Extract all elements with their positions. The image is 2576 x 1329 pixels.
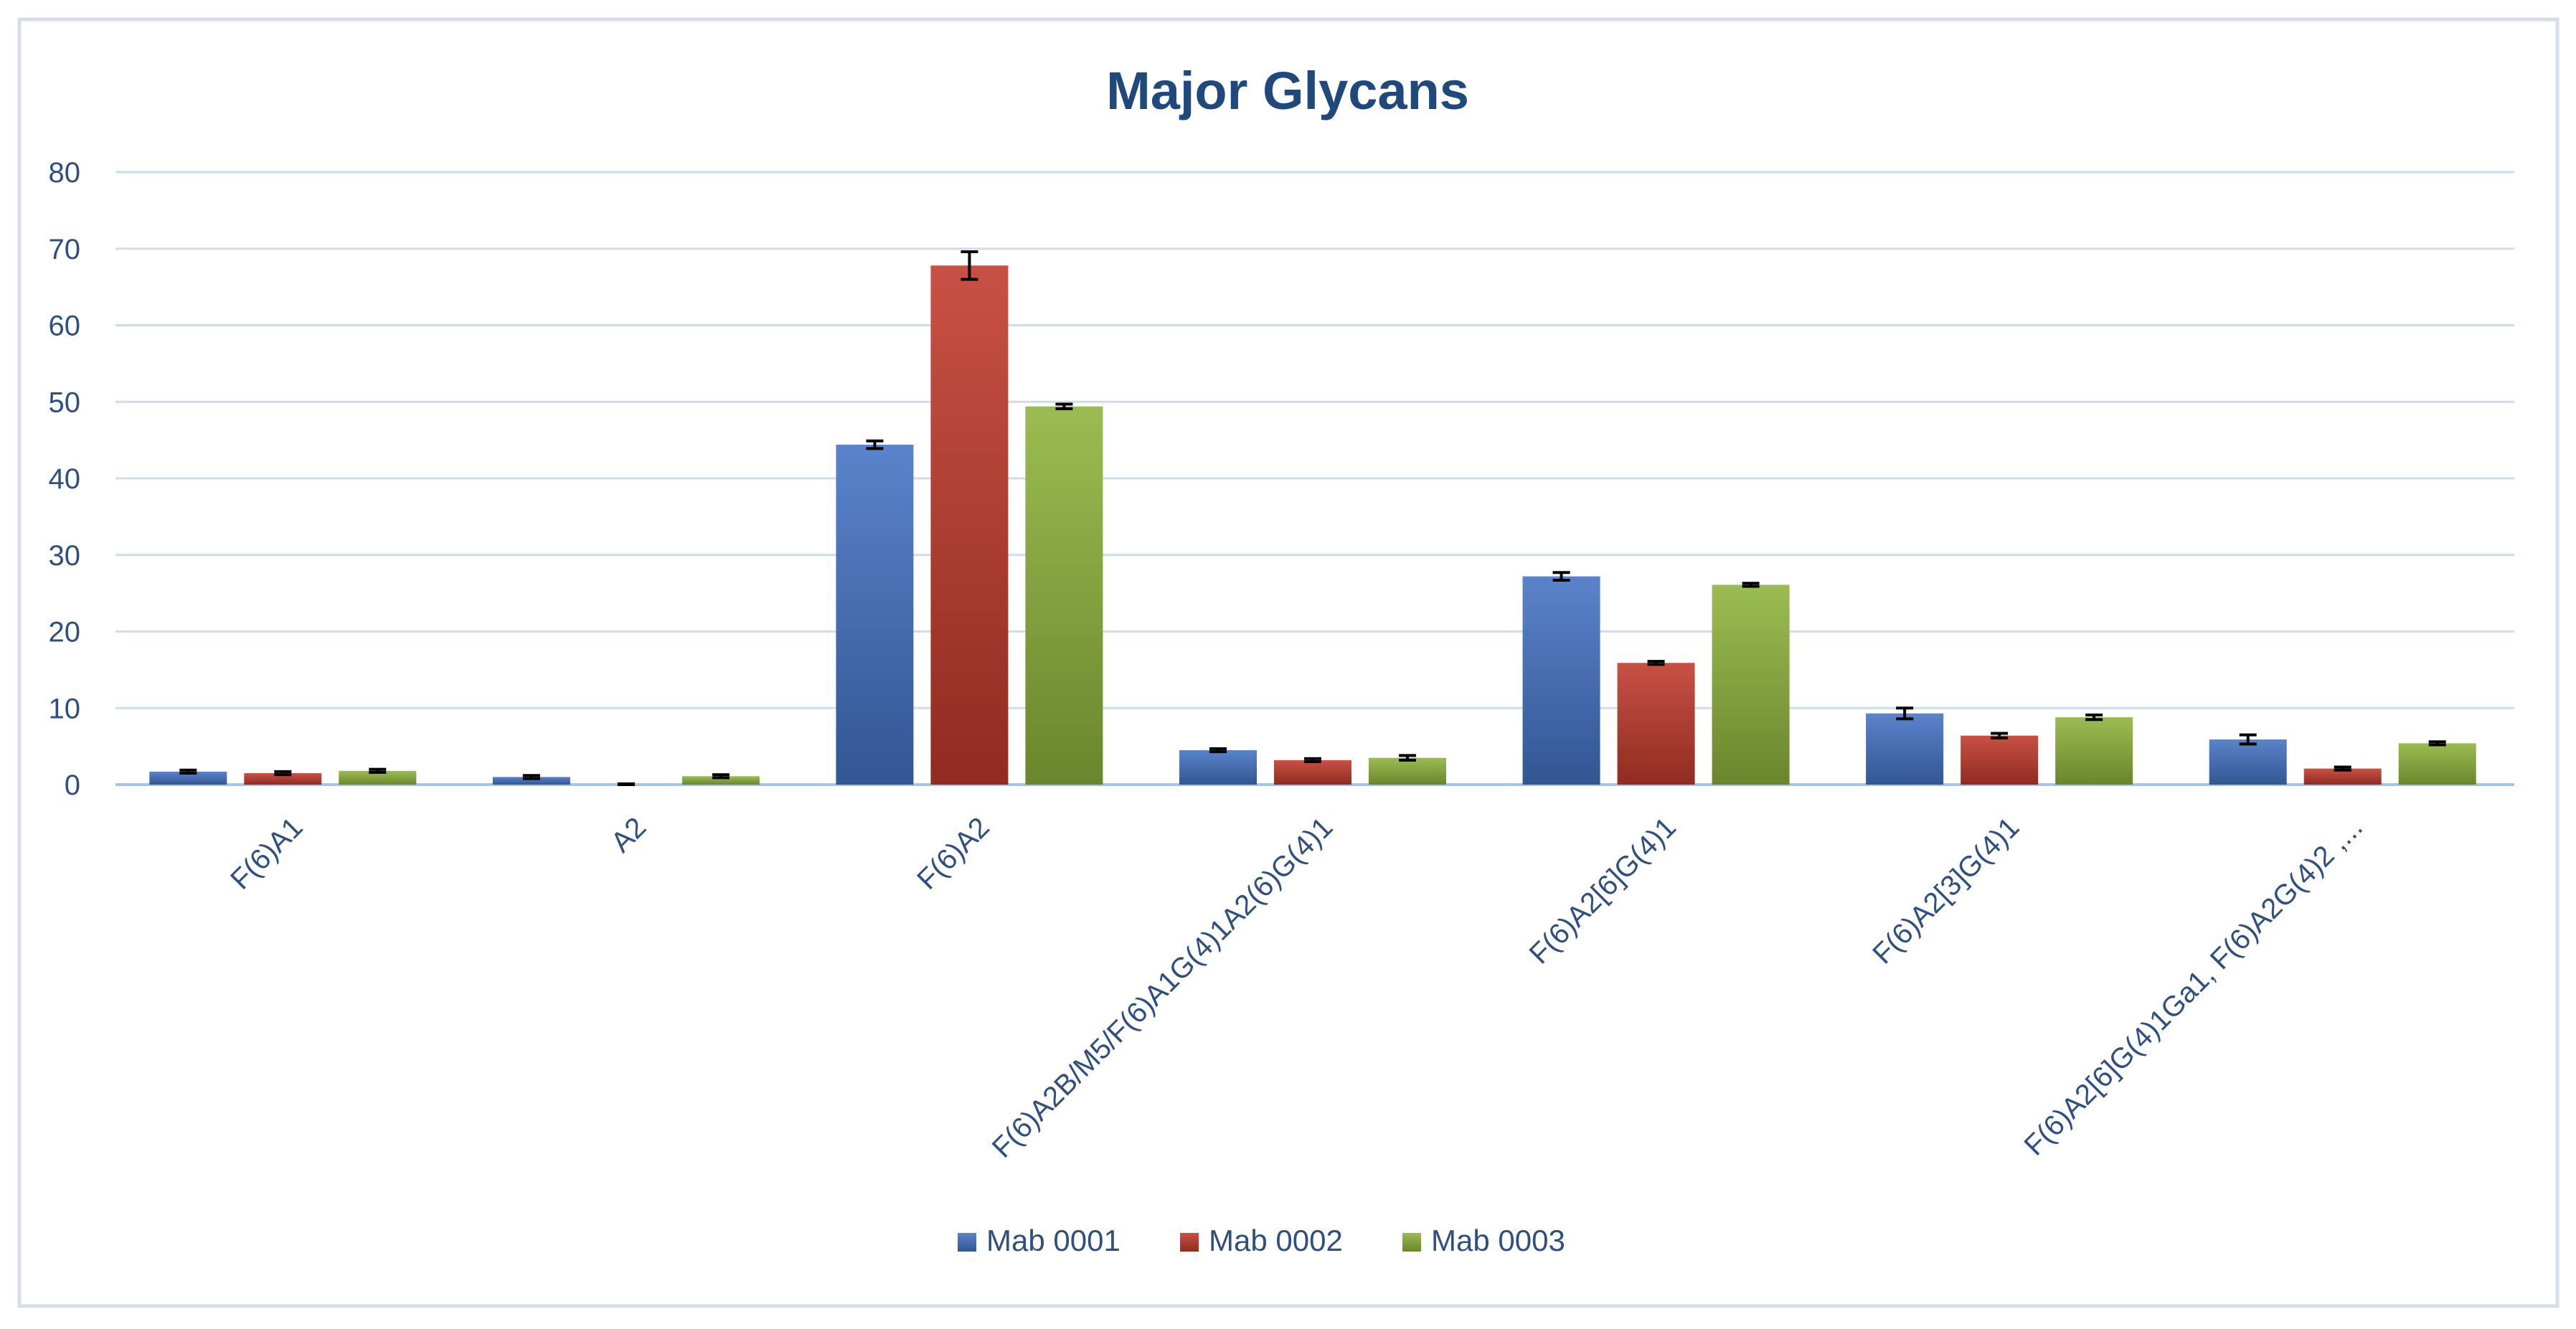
- bar-mab-0002: [1274, 760, 1351, 785]
- bars: [149, 265, 2476, 785]
- legend-swatch: [1180, 1233, 1199, 1252]
- bar-mab-0003: [2398, 743, 2476, 785]
- y-tick-label: 50: [49, 387, 81, 418]
- chart-title: Major Glycans: [1106, 61, 1469, 120]
- legend-swatch: [958, 1233, 976, 1252]
- legend-item: Mab 0003: [1402, 1224, 1565, 1257]
- legend-label: Mab 0003: [1431, 1224, 1565, 1257]
- y-tick-label: 80: [49, 157, 81, 189]
- error-bar: [522, 774, 540, 780]
- y-axis-ticks: 0 10 20 30 40 50 60 70 80: [49, 157, 81, 801]
- bar-mab-0001: [1179, 749, 1257, 785]
- error-bar: [2239, 733, 2257, 746]
- chart-border: [17, 17, 2560, 1308]
- error-bar: [179, 768, 197, 775]
- y-tick-label: 40: [49, 463, 81, 495]
- error-bar: [866, 439, 884, 450]
- bar-mab-0001: [492, 777, 570, 785]
- error-bar: [2428, 740, 2446, 747]
- error-bar: [1742, 582, 1760, 588]
- legend-label: Mab 0001: [986, 1224, 1120, 1257]
- y-tick-label: 60: [49, 311, 81, 342]
- legend-item: Mab 0002: [1180, 1224, 1343, 1257]
- bar-mab-0003: [1369, 757, 1446, 785]
- error-bar: [617, 782, 635, 786]
- bar-mab-0003: [339, 770, 417, 785]
- error-bar: [1209, 747, 1227, 754]
- legend-label: Mab 0002: [1209, 1224, 1343, 1257]
- y-tick-label: 30: [49, 540, 81, 572]
- bar-mab-0002: [244, 772, 322, 785]
- legend: Mab 0001 Mab 0002 Mab 0003: [958, 1224, 1565, 1257]
- error-bar: [1399, 754, 1416, 762]
- error-bar: [712, 773, 730, 780]
- error-bar: [369, 767, 387, 774]
- error-bars: [179, 250, 2446, 786]
- error-bar: [1304, 757, 1321, 763]
- y-tick-label: 20: [49, 617, 81, 648]
- bar-mab-0003: [681, 776, 760, 785]
- bar-mab-0002: [1961, 735, 2039, 785]
- error-bar: [1647, 660, 1665, 666]
- bar-mab-0003: [1712, 585, 1790, 785]
- bar-mab-0001: [1522, 576, 1600, 785]
- y-tick-label: 70: [49, 234, 81, 265]
- bar-mab-0002: [2303, 768, 2382, 785]
- error-bar: [1552, 571, 1570, 582]
- legend-swatch: [1402, 1233, 1421, 1252]
- bar-mab-0002: [930, 265, 1009, 785]
- y-tick-label: 10: [49, 693, 81, 724]
- bar-mab-0003: [2055, 717, 2133, 785]
- bar-mab-0003: [1025, 406, 1103, 785]
- legend-item: Mab 0001: [958, 1224, 1120, 1257]
- error-bar: [2085, 713, 2103, 722]
- error-bar: [2334, 765, 2351, 772]
- error-bar: [1991, 732, 2009, 739]
- bar-mab-0001: [1866, 713, 1944, 785]
- error-bar: [274, 770, 292, 777]
- bar-mab-0001: [836, 445, 914, 785]
- y-tick-label: 0: [65, 770, 80, 801]
- error-bar: [1896, 706, 1914, 721]
- error-bar: [1055, 402, 1073, 410]
- bar-mab-0002: [1617, 663, 1695, 785]
- bar-mab-0001: [149, 771, 227, 785]
- bar-mab-0001: [2209, 739, 2287, 785]
- error-bar: [961, 250, 978, 281]
